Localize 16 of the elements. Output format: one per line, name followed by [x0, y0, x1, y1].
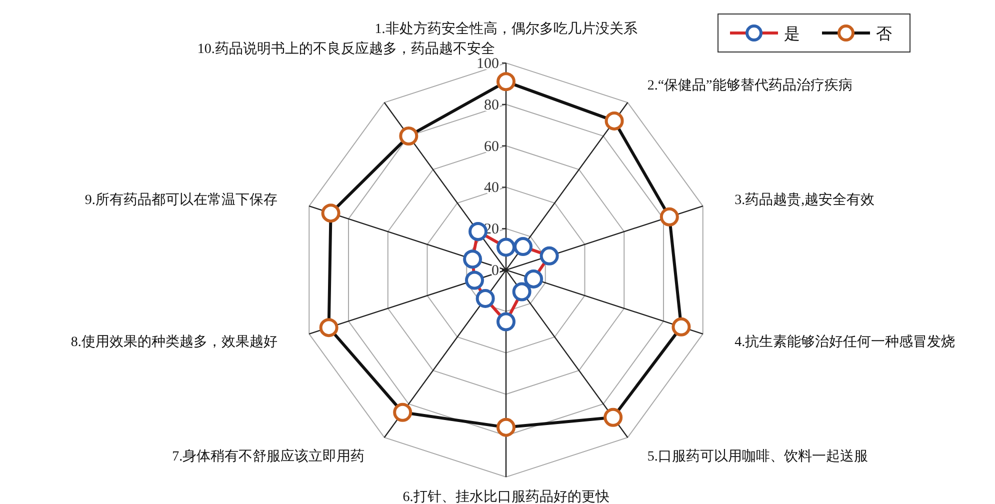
spoke-label: 7.身体稍有不舒服应该立即用药 [172, 448, 365, 464]
spoke-label: 2.“保健品”能够替代药品治疗疾病 [647, 78, 852, 94]
y-tick-label: 40 [484, 180, 499, 196]
spoke-label: 1.非处方药安全性高，偶尔多吃几片没关系 [374, 21, 638, 37]
spoke-label: 3.药品越贵,越安全有效 [734, 192, 875, 208]
spoke-label: 9.所有药品都可以在常温下保存 [84, 192, 278, 208]
spoke-label: 10.药品说明书上的不良反应越多，药品越不安全 [197, 40, 495, 57]
spoke-label: 4.抗生素能够治好任何一种感冒发烧 [734, 334, 956, 350]
legend-label: 是 [784, 26, 800, 43]
spoke-label: 6.打针、挂水比口服药品好的更快 [402, 489, 610, 504]
y-tick-label: 100 [476, 56, 499, 72]
y-tick-label: 60 [484, 138, 499, 155]
spoke-label: 5.口服药可以用咖啡、饮料一起送服 [647, 448, 868, 464]
y-tick-label: 80 [484, 97, 499, 114]
spoke-label: 8.使用效果的种类越多，效果越好 [70, 334, 278, 350]
legend-label: 否 [876, 26, 892, 43]
